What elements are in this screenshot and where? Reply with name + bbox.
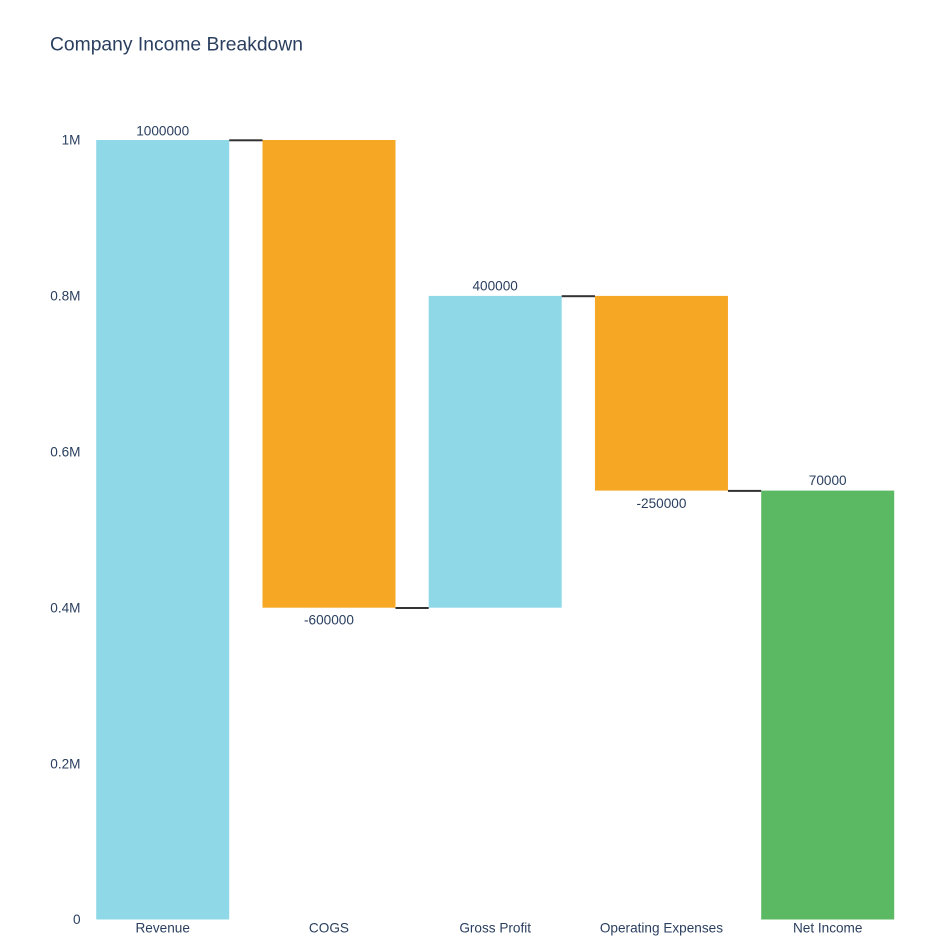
svg-text:1000000: 1000000	[136, 123, 189, 138]
svg-text:Net Income: Net Income	[793, 921, 863, 936]
svg-text:Revenue: Revenue	[135, 921, 189, 936]
svg-text:0: 0	[73, 912, 81, 927]
svg-text:-600000: -600000	[304, 613, 354, 628]
svg-text:Operating Expenses: Operating Expenses	[600, 921, 723, 936]
svg-text:70000: 70000	[809, 473, 847, 488]
svg-text:0.6M: 0.6M	[50, 445, 80, 460]
svg-text:0.4M: 0.4M	[50, 600, 80, 615]
svg-text:-250000: -250000	[637, 496, 687, 511]
svg-text:Gross Profit: Gross Profit	[459, 921, 531, 936]
svg-text:1M: 1M	[62, 133, 81, 148]
svg-text:0.2M: 0.2M	[50, 756, 80, 771]
svg-text:400000: 400000	[473, 278, 519, 293]
svg-text:0.8M: 0.8M	[50, 289, 80, 304]
svg-text:COGS: COGS	[309, 921, 349, 936]
svg-text:Company Income Breakdown: Company Income Breakdown	[50, 35, 303, 56]
